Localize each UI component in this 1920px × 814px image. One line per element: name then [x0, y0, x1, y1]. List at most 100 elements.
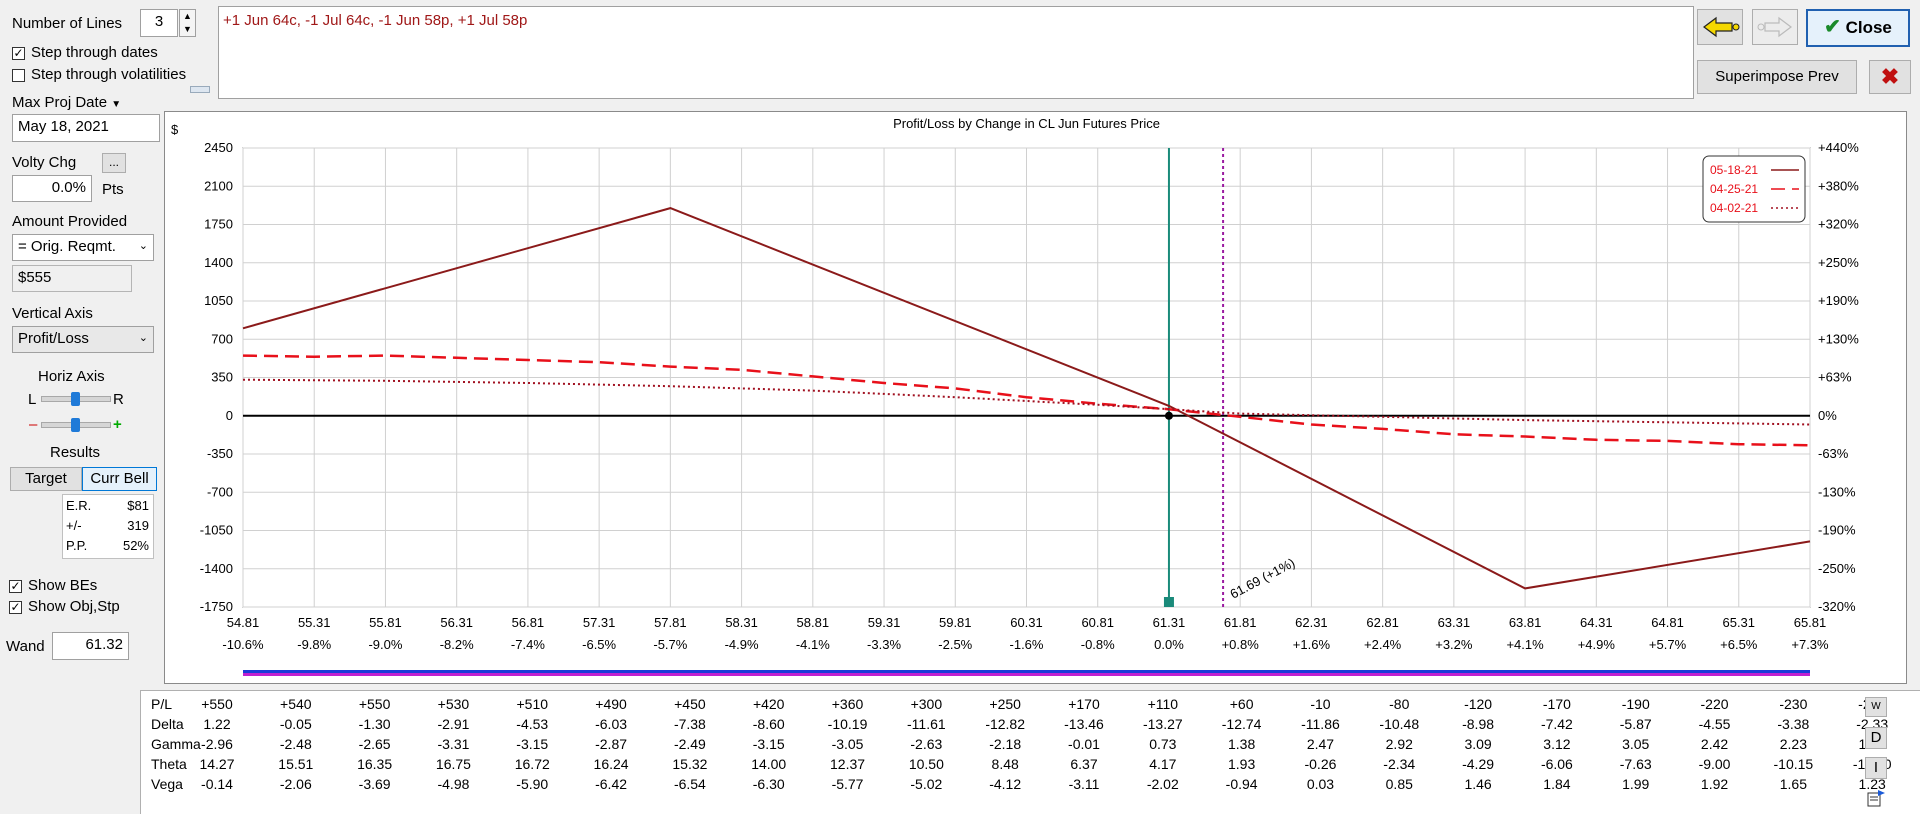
x-pct-label: +0.8% [1222, 637, 1260, 652]
bottom-stripe-magenta [243, 673, 1810, 676]
close-button-label: Close [1845, 18, 1892, 37]
table-cell: -2.06 [279, 776, 312, 792]
x-tick-label: 57.81 [654, 615, 687, 630]
x-pct-label: +3.2% [1435, 637, 1473, 652]
x-tick-label: 62.81 [1366, 615, 1399, 630]
table-cell: -2.63 [910, 736, 943, 752]
vertical-axis-select[interactable]: Profit/Loss ⌄ [12, 326, 154, 353]
current-pl-point [1164, 411, 1173, 420]
table-cell: -2.18 [989, 736, 1022, 752]
volty-chg-input[interactable]: 0.0% [12, 175, 92, 202]
bottom-stripe-blue [243, 670, 1810, 673]
x-pct-label: -7.4% [511, 637, 545, 652]
superimpose-prev-button[interactable]: Superimpose Prev [1697, 60, 1857, 94]
table-cell: 1.22 [203, 716, 231, 732]
table-cell: 2.23 [1779, 736, 1807, 752]
step-vol-checkbox[interactable] [12, 69, 25, 82]
pl-chart[interactable]: Profit/Loss by Change in CL Jun Futures … [165, 112, 1906, 683]
forward-arrow-button[interactable] [1752, 9, 1798, 45]
close-button[interactable]: ✔ Close [1806, 9, 1910, 47]
table-cell: -1.30 [358, 716, 391, 732]
y-tick-label: 1750 [204, 217, 233, 232]
table-cell: -10.19 [827, 716, 868, 732]
target-button[interactable]: Target [10, 467, 82, 491]
dropdown-arrow-icon: ▼ [111, 99, 122, 110]
y-tick-label: -1400 [200, 561, 233, 576]
table-cell: -2.87 [595, 736, 628, 752]
horiz-shift-slider-thumb[interactable] [71, 418, 80, 432]
chart-panel[interactable]: Profit/Loss by Change in CL Jun Futures … [164, 111, 1907, 684]
table-cell: 15.32 [672, 756, 708, 772]
show-bes-label: Show BEs [28, 577, 98, 594]
horiz-zoom-slider-thumb[interactable] [71, 392, 80, 406]
x-pct-label: -5.7% [653, 637, 687, 652]
x-tick-label: 61.31 [1153, 615, 1186, 630]
table-cell: -8.98 [1462, 716, 1495, 732]
position-textarea[interactable]: +1 Jun 64c, -1 Jul 64c, -1 Jun 58p, +1 J… [218, 6, 1694, 99]
show-bes-checkbox[interactable]: ✓ [9, 579, 22, 593]
y-right-tick-label: -63% [1818, 446, 1849, 461]
table-cell: -2.96 [201, 736, 233, 752]
max-proj-date-text: Max Proj Date [12, 94, 108, 111]
current-price-marker [1163, 597, 1174, 607]
table-cell: +540 [280, 696, 312, 712]
amount-value-field: $555 [12, 265, 132, 292]
spin-up-icon[interactable]: ▲ [183, 11, 192, 21]
x-pct-label: -9.0% [368, 637, 402, 652]
table-cell: 1.84 [1543, 776, 1571, 792]
table-cell: -3.15 [752, 736, 785, 752]
max-proj-date-input[interactable]: May 18, 2021 [12, 114, 160, 142]
x-pct-label: +2.4% [1364, 637, 1402, 652]
results-box: E.R. $81 +/- 319 P.P. 52% [62, 494, 154, 559]
x-pct-label: +6.5% [1720, 637, 1758, 652]
greeks-table: P/L +550 +540 +550 +530 +510 +490 +450 +420 +360 +… [140, 690, 1920, 814]
number-of-lines-input[interactable]: 3 [140, 9, 178, 37]
step-vol-label: Step through volatilities [31, 66, 187, 83]
table-cell: -3.05 [831, 736, 864, 752]
table-cell: -2.34 [1383, 756, 1416, 772]
checkmark-icon: ✔ [1824, 16, 1841, 38]
x-tick-label: 65.31 [1722, 615, 1755, 630]
i-button[interactable]: I [1865, 757, 1887, 779]
result-value: $81 [127, 498, 149, 513]
export-icon[interactable] [1865, 787, 1887, 809]
table-cell: 0.73 [1149, 736, 1177, 752]
chevron-down-icon: ⌄ [138, 240, 148, 252]
spin-down-icon[interactable]: ▼ [183, 24, 192, 34]
cancel-x-button[interactable]: ✖ [1869, 60, 1911, 94]
x-pct-label: +4.9% [1578, 637, 1616, 652]
table-cell: -4.98 [437, 776, 470, 792]
table-cell: +550 [201, 696, 233, 712]
table-cell: -6.30 [752, 776, 785, 792]
max-proj-date-label[interactable]: Max Proj Date ▼ [12, 94, 121, 111]
x-tick-label: 59.81 [939, 615, 972, 630]
curr-bell-button[interactable]: Curr Bell [82, 467, 157, 491]
x-pct-label: -1.6% [1010, 637, 1044, 652]
table-cell: -220 [1700, 696, 1729, 712]
wand-input[interactable]: 61.32 [52, 632, 129, 660]
table-cell: -2.65 [358, 736, 391, 752]
legend-label: 05-18-21 [1710, 163, 1758, 177]
d-button[interactable]: D [1865, 727, 1887, 749]
table-cell: +360 [831, 696, 864, 712]
table-cell: -3.11 [1068, 776, 1100, 792]
legend-box [1702, 155, 1806, 223]
table-cell: -9.00 [1698, 756, 1731, 772]
y-tick-label: 1400 [204, 255, 233, 270]
w-button[interactable]: W [1865, 697, 1887, 717]
y-tick-label: 1050 [204, 293, 233, 308]
volty-more-button[interactable]: ... [102, 153, 126, 173]
number-of-lines-spinner[interactable]: ▲ ▼ [179, 9, 196, 37]
show-obj-checkbox[interactable]: ✓ [9, 600, 22, 614]
x-pct-label: -9.8% [297, 637, 331, 652]
back-arrow-button[interactable] [1697, 9, 1743, 45]
table-cell: 1.99 [1622, 776, 1650, 792]
table-cell: +530 [437, 696, 470, 712]
position-textarea-resize-handle[interactable] [190, 86, 210, 93]
amount-provided-select[interactable]: = Orig. Reqmt. ⌄ [12, 234, 154, 261]
chart-title: Profit/Loss by Change in CL Jun Futures … [893, 116, 1160, 131]
step-dates-checkbox[interactable]: ✓ [12, 46, 25, 60]
table-cell: -6.42 [595, 776, 628, 792]
x-pct-label: -10.6% [222, 637, 264, 652]
arrow-right-icon [1757, 16, 1792, 38]
